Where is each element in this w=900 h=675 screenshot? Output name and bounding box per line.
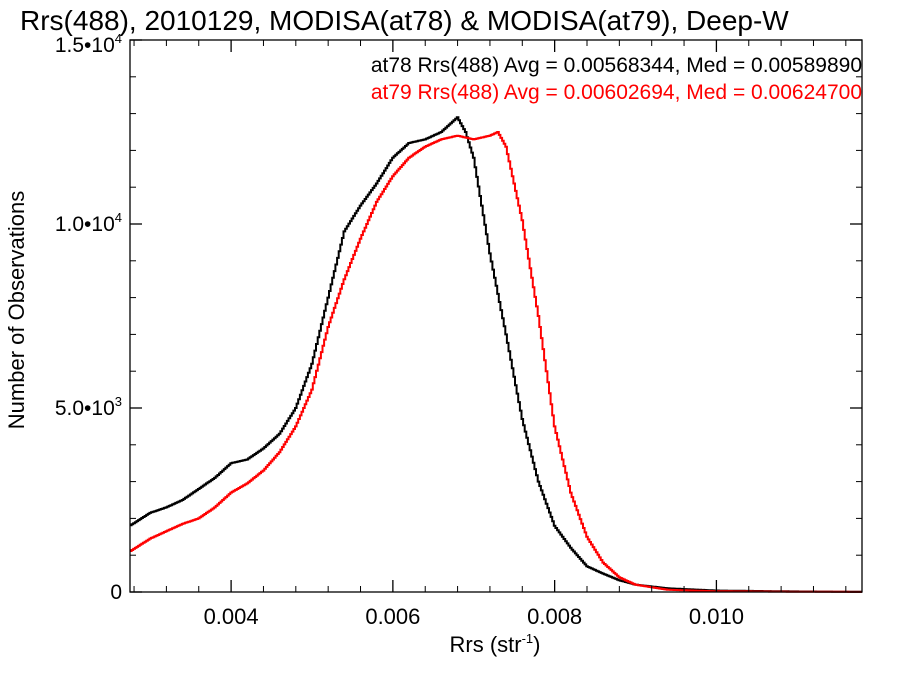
x-axis-ticks: 0.004 0.006 0.008 0.010 (133, 40, 847, 629)
series-line-1 (130, 116, 862, 593)
x-axis-label: Rrs (str-1) (450, 631, 541, 657)
x-tick-label: 0.006 (365, 604, 420, 629)
plot-frame (129, 39, 863, 593)
y-axis-ticks: 0 5.0•103 1.0•104 1.5•104 (55, 31, 862, 604)
x-tick-label: 0.010 (689, 604, 744, 629)
series-layer (130, 116, 862, 593)
annotations: at78 Rrs(488) Avg = 0.00568344, Med = 0.… (371, 54, 862, 104)
y-tick-label: 1.0•104 (55, 210, 122, 236)
y-axis-label: Number of Observations (4, 191, 29, 429)
series-line-2 (130, 131, 862, 593)
x-tick-label: 0.004 (204, 604, 259, 629)
x-tick-label: 0.008 (527, 604, 582, 629)
stats-annotation-2: at79 Rrs(488) Avg = 0.00602694, Med = 0.… (371, 81, 862, 104)
y-tick-label: 0 (110, 581, 122, 604)
chart-title: Rrs(488), 2010129, MODISA(at78) & MODISA… (20, 5, 789, 36)
y-tick-label: 1.5•104 (55, 31, 122, 57)
y-tick-label: 5.0•103 (55, 394, 122, 420)
stats-annotation-1: at78 Rrs(488) Avg = 0.00568344, Med = 0.… (371, 54, 862, 77)
